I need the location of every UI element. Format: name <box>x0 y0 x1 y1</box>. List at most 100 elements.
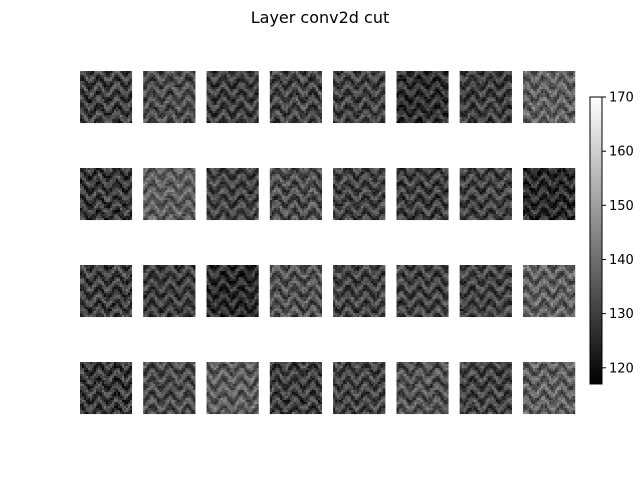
feature-map-cell <box>426 71 429 74</box>
feature-map-cell <box>232 77 235 80</box>
feature-map-cell <box>250 77 253 80</box>
feature-map-cell <box>250 83 253 86</box>
feature-map-cell <box>483 71 486 74</box>
feature-map-cell <box>343 115 346 118</box>
feature-map-cell <box>315 103 318 106</box>
feature-map-cell <box>108 91 111 94</box>
feature-map-cell <box>118 89 121 92</box>
feature-map-cell <box>341 87 344 90</box>
feature-map-cell <box>311 71 314 74</box>
feature-map-cell <box>271 93 274 96</box>
feature-map-cell <box>351 121 354 124</box>
feature-map-cell <box>104 101 107 104</box>
feature-map-cell <box>86 83 89 86</box>
feature-map-cell <box>124 71 127 74</box>
feature-map-cell <box>357 119 360 122</box>
feature-map-cell <box>442 95 445 98</box>
feature-map-cell <box>303 99 306 102</box>
feature-map-cell <box>250 93 253 96</box>
feature-map-cell <box>438 87 441 90</box>
feature-map-cell <box>499 83 502 86</box>
feature-map-cell <box>402 113 405 116</box>
feature-map-cell <box>345 77 348 80</box>
feature-map-cell <box>404 85 407 88</box>
feature-map-cell <box>167 109 170 112</box>
feature-map-cell <box>128 111 131 114</box>
feature-map-cell <box>122 107 125 110</box>
feature-map-cell <box>169 97 172 100</box>
feature-map-cell <box>100 79 103 82</box>
feature-map-cell <box>254 119 257 122</box>
feature-map-cell <box>337 115 340 118</box>
feature-map-cell <box>400 81 403 84</box>
feature-map-cell <box>90 119 93 122</box>
feature-map-cell <box>183 87 186 90</box>
feature-map-cell <box>173 109 176 112</box>
feature-map-cell <box>210 119 213 122</box>
feature-map-cell <box>102 107 105 110</box>
feature-map-cell <box>177 119 180 122</box>
feature-map-cell <box>351 83 354 86</box>
feature-map-cell <box>228 89 231 92</box>
feature-map-cell <box>430 83 433 86</box>
feature-map-cell <box>341 83 344 86</box>
feature-map-cell <box>108 83 111 86</box>
feature-map-cell <box>299 85 302 88</box>
feature-map-cell <box>351 117 354 120</box>
feature-map-cell <box>489 95 492 98</box>
feature-map-cell <box>185 87 188 90</box>
feature-map-cell <box>444 91 447 94</box>
feature-map-cell <box>269 119 272 122</box>
feature-map-cell <box>208 89 211 92</box>
feature-map-cell <box>505 121 508 124</box>
feature-map-cell <box>128 75 131 78</box>
feature-map-cell <box>112 113 115 116</box>
feature-map-cell <box>234 105 237 108</box>
feature-map-cell <box>461 71 464 74</box>
feature-map-cell <box>573 83 576 86</box>
feature-map-cell <box>343 113 346 116</box>
feature-map-cell <box>345 89 348 92</box>
feature-map-cell <box>165 79 168 82</box>
feature-map-cell <box>416 121 419 124</box>
feature-map-cell <box>283 113 286 116</box>
feature-map-cell <box>416 81 419 84</box>
feature-map-cell <box>240 91 243 94</box>
feature-map-cell <box>303 73 306 76</box>
feature-map-cell <box>159 121 162 124</box>
feature-map-cell <box>189 105 192 108</box>
feature-map-cell <box>206 75 209 78</box>
feature-map-cell <box>353 81 356 84</box>
feature-map-cell <box>553 79 556 82</box>
feature-map-cell <box>86 97 89 100</box>
feature-map-cell <box>226 81 229 84</box>
feature-map-cell <box>295 91 298 94</box>
feature-map-cell <box>301 99 304 102</box>
feature-map-cell <box>359 115 362 118</box>
feature-map-cell <box>424 99 427 102</box>
feature-map-cell <box>505 75 508 78</box>
feature-map-cell <box>497 113 500 116</box>
feature-map-cell <box>224 95 227 98</box>
feature-map-cell <box>491 117 494 120</box>
feature-map-cell <box>173 115 176 118</box>
feature-map-cell <box>212 77 215 80</box>
feature-map-cell <box>357 93 360 96</box>
feature-map-cell <box>440 115 443 118</box>
feature-map-cell <box>153 83 156 86</box>
feature-map-cell <box>371 99 374 102</box>
feature-map-cell <box>283 79 286 82</box>
feature-map-cell <box>234 111 237 114</box>
feature-map-cell <box>317 93 320 96</box>
feature-map-cell <box>181 109 184 112</box>
feature-map-cell <box>220 119 223 122</box>
feature-map-cell <box>189 91 192 94</box>
feature-map-cell <box>149 99 152 102</box>
feature-map-cell <box>90 103 93 106</box>
feature-map-cell <box>108 81 111 84</box>
feature-map-cell <box>283 71 286 74</box>
feature-map-cell <box>495 73 498 76</box>
feature-map-cell <box>438 111 441 114</box>
feature-map-cell <box>442 91 445 94</box>
feature-map-cell <box>373 89 376 92</box>
